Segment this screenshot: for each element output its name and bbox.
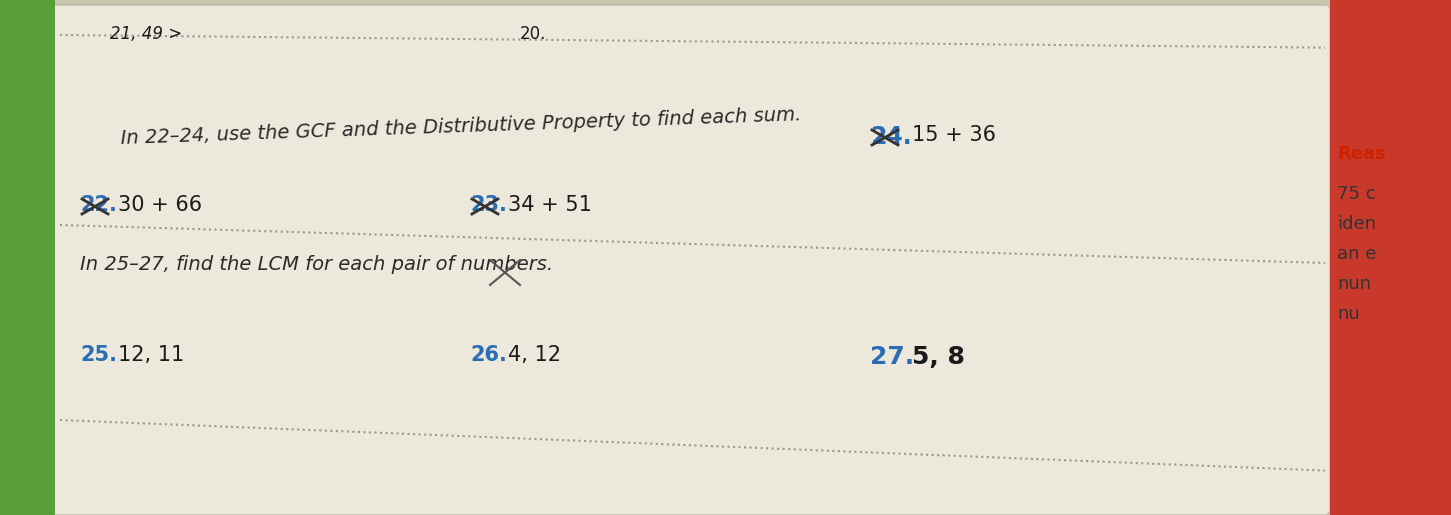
Text: In 25–27, find the LCM for each pair of numbers.: In 25–27, find the LCM for each pair of … <box>80 255 553 274</box>
Text: nu: nu <box>1336 305 1360 323</box>
Text: 22.: 22. <box>80 195 118 215</box>
Text: 25.: 25. <box>80 345 118 365</box>
Text: In 22–24, use the GCF and the Distributive Property to find each sum.: In 22–24, use the GCF and the Distributi… <box>120 105 801 148</box>
FancyBboxPatch shape <box>49 5 1331 515</box>
Text: 75 c: 75 c <box>1336 185 1376 203</box>
Text: nun: nun <box>1336 275 1371 293</box>
Text: 24.: 24. <box>871 125 911 149</box>
Text: 30 + 66: 30 + 66 <box>118 195 202 215</box>
Text: 26.: 26. <box>470 345 506 365</box>
Bar <box>1331 0 1451 515</box>
Text: 5, 8: 5, 8 <box>913 345 965 369</box>
Text: 12, 11: 12, 11 <box>118 345 184 365</box>
Text: 15 + 36: 15 + 36 <box>913 125 995 145</box>
Text: iden: iden <box>1336 215 1376 233</box>
Bar <box>0 0 55 515</box>
Text: an e: an e <box>1336 245 1377 263</box>
Text: Reas: Reas <box>1336 145 1386 163</box>
Text: 4, 12: 4, 12 <box>508 345 562 365</box>
Text: 21, 49 >: 21, 49 > <box>110 25 183 43</box>
Text: 34 + 51: 34 + 51 <box>508 195 592 215</box>
Text: 23.: 23. <box>470 195 506 215</box>
Text: 20.: 20. <box>519 25 547 43</box>
Text: 27.: 27. <box>871 345 914 369</box>
